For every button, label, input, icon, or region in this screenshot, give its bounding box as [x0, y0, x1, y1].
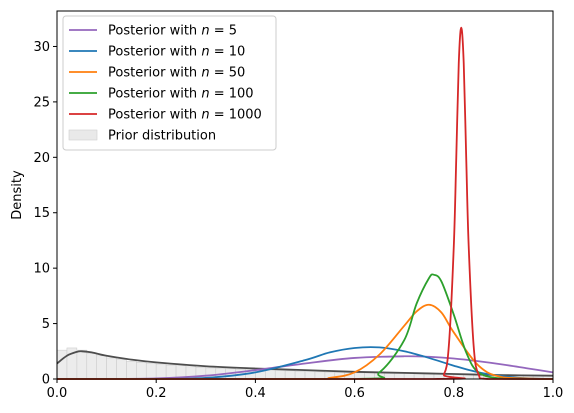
x-tick-label: 1.0 — [543, 386, 564, 401]
prior-histogram-bar — [126, 360, 137, 380]
x-axis-ticks: 0.0 0.2 0.4 0.6 0.8 1.0 — [47, 379, 564, 401]
y-tick-label: 25 — [33, 95, 50, 110]
legend-label-prior: Prior distribution — [108, 129, 216, 144]
legend-label: Posterior with n = 100 — [108, 87, 254, 102]
prior-histogram-bar — [294, 370, 306, 380]
prior-histogram-bar — [274, 370, 286, 380]
y-tick-label: 10 — [33, 262, 50, 277]
prior-histogram-bar — [96, 355, 107, 380]
prior-histogram-bar — [106, 357, 117, 380]
x-tick-label: 0.4 — [245, 386, 266, 401]
prior-histogram-bar — [145, 363, 157, 380]
legend-box — [62, 15, 277, 151]
y-axis-ticks: 0 5 10 15 20 25 30 — [33, 40, 57, 388]
y-axis-label: Density — [10, 170, 25, 220]
x-tick-label: 0.8 — [443, 386, 464, 401]
y-tick-label: 30 — [33, 40, 50, 55]
legend-label: Posterior with n = 5 — [108, 24, 237, 39]
prior-histogram-bar — [304, 371, 316, 380]
prior-histogram-bar — [136, 362, 147, 380]
legend: Posterior with n = 5 Posterior with n = 1… — [62, 15, 277, 151]
legend-label: Posterior with n = 1000 — [108, 108, 262, 123]
prior-density-line — [56, 350, 554, 377]
series-line-1000 — [56, 26, 553, 380]
y-tick-label: 15 — [33, 206, 50, 221]
x-tick-label: 0.6 — [344, 386, 365, 401]
prior-histogram-bar — [116, 359, 127, 380]
x-tick-label: 0.0 — [47, 386, 68, 401]
prior-histogram-bar — [265, 369, 276, 380]
legend-label: Posterior with n = 50 — [108, 66, 245, 81]
y-tick-label: 0 — [42, 373, 50, 388]
legend-swatch-prior — [68, 129, 98, 141]
prior-histogram-bar — [155, 363, 167, 380]
prior-histogram-bar — [284, 370, 296, 380]
prior-histogram-bar — [76, 349, 88, 380]
prior-histogram-bar — [56, 349, 68, 380]
x-tick-label: 0.2 — [146, 386, 167, 401]
prior-histogram-bar — [86, 353, 97, 380]
prior-histogram-bar — [314, 371, 326, 380]
plot-frame — [56, 10, 554, 380]
y-tick-label: 20 — [33, 151, 50, 166]
legend-label: Posterior with n = 10 — [108, 45, 245, 60]
y-tick-label: 5 — [42, 317, 50, 332]
